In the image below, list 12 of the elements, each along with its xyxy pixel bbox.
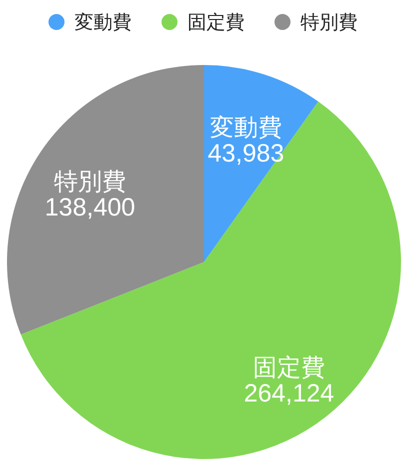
- data-label: 264,124: [244, 380, 334, 408]
- legend-label: 特別費: [300, 12, 358, 34]
- data-label: 43,983: [208, 140, 284, 168]
- slice-label: 特別費: [54, 168, 126, 196]
- data-label: 138,400: [44, 194, 136, 222]
- legend-label: 固定費: [188, 12, 244, 34]
- pie-slice: [7, 65, 204, 334]
- slice-label: 変動費: [210, 114, 282, 142]
- pie-slice: [204, 65, 318, 262]
- pie-slice: [20, 102, 401, 459]
- slice-label: 固定費: [253, 354, 326, 382]
- legend-label: 変動費: [74, 12, 132, 34]
